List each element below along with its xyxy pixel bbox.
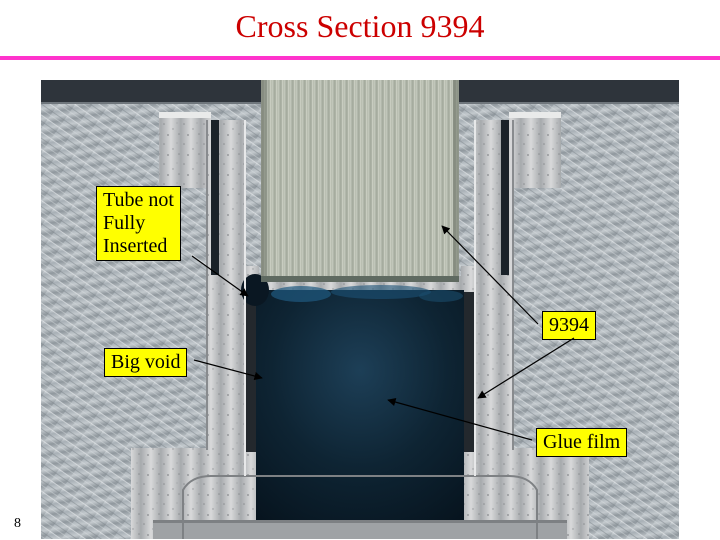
slide-title: Cross Section 9394 <box>0 8 720 45</box>
cross-section-photo <box>41 80 679 539</box>
callout-glue-film: Glue film <box>536 428 627 457</box>
page-number: 8 <box>14 516 21 532</box>
callout-big-void: Big void <box>104 348 187 377</box>
callout-tube-not-fully-inserted: Tube not Fully Inserted <box>96 186 181 261</box>
title-underline <box>0 56 720 60</box>
callout-9394: 9394 <box>542 311 596 340</box>
